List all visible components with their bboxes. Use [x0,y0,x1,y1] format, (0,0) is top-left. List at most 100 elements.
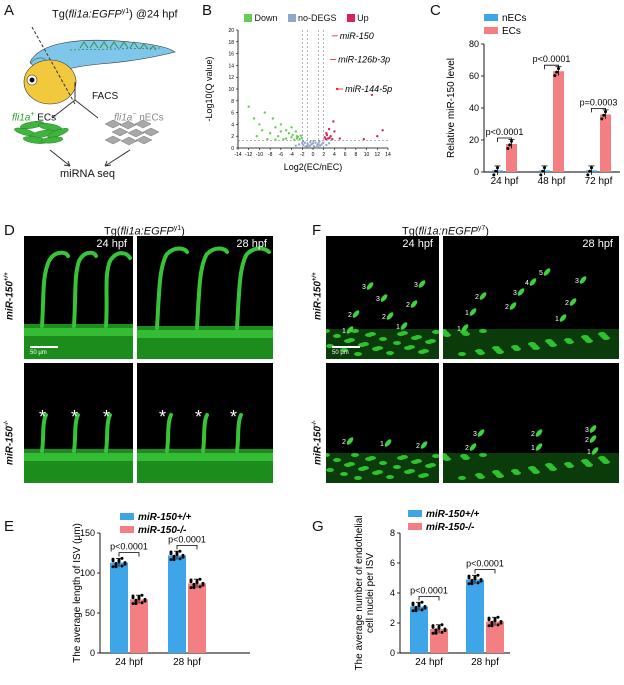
nucleus [477,351,485,355]
panel-f-title-gene: fli1a:nEGFP [418,225,478,238]
y-tick-label: 18 [228,40,234,46]
y-tick-label: 6 [390,558,395,568]
nucleus [365,333,373,337]
nucleus [372,347,380,351]
scale-label: 50 μm [332,350,349,356]
significance-bracket [544,64,559,70]
data-dot [417,604,421,608]
nucleus [535,429,543,437]
nucleus-number: 2 [531,431,535,438]
data-dot [553,74,557,78]
nucleus-number: 2 [416,443,420,450]
nucleus-number: 2 [382,314,386,321]
significance-bracket [176,545,198,550]
nucleus [477,475,485,479]
nucleus [425,340,433,344]
nucleus [469,308,477,316]
x-tick-label: 6 [344,152,347,158]
y-axis-label: The average length of ISV (μm) [72,523,83,663]
nucleus-number: 3 [585,427,589,434]
data-dot [178,557,182,561]
x-tick-label: 28 hpf [173,657,201,668]
nucleus [532,470,540,474]
data-dot [496,623,500,627]
data-dot [189,580,193,584]
data-point [381,129,384,132]
nucleus [462,332,470,336]
data-point [293,138,296,141]
time-label: 28 hpf [582,238,613,250]
data-point [252,117,256,120]
nucleus-number: 1 [380,441,384,448]
x-tick-label: -6 [279,152,284,158]
nucleus [479,453,487,457]
y-tick-label: 14 [228,63,234,69]
nucleus [372,471,380,475]
bar [188,583,206,653]
ecs-sup: + [30,111,35,118]
legend-label: ECs [502,26,521,37]
nucleus [529,278,537,286]
nucleus [411,336,419,340]
nucleus-number: 2 [465,445,469,452]
panel-d-row1-text: miR-150 [4,281,16,320]
nucleus-number: 2 [348,312,352,319]
data-point [329,135,332,138]
data-point [291,133,294,137]
necs-sup: − [132,111,137,118]
data-point [325,143,328,147]
legend-label: nECs [502,13,526,24]
nucleus [479,329,487,333]
data-dot [431,625,435,629]
data-dot [479,579,483,583]
nucleus [579,276,587,284]
x-tick-label: -10 [256,152,263,158]
data-dot [137,597,141,601]
data-point [327,127,331,131]
data-dot [494,169,498,173]
data-point [317,142,320,146]
panel-f-row2-label: miR-150-/- [312,420,323,465]
data-point [323,136,326,139]
significance-bracket [591,108,606,113]
data-dot [492,173,496,177]
nucleus [404,470,412,474]
data-dot [111,559,115,563]
data-point [285,137,288,140]
bar [410,606,428,653]
nucleus-number: 5 [539,270,543,277]
data-point [311,142,315,145]
data-dot [420,608,424,612]
data-point [274,126,277,129]
nucleus [462,456,470,460]
data-dot [189,586,193,590]
nucleus [333,334,341,338]
nucleus [418,474,426,478]
data-dot [169,552,173,556]
significance-bracket [118,552,140,557]
data-point [290,126,293,129]
panel-label-e: E [4,518,15,535]
micrograph-d-ko-24: * * * [24,363,133,483]
data-dot [476,573,480,577]
y-tick-label: 8 [390,528,395,538]
panel-label-c: C [430,2,441,19]
volcano-legend: Down no-DEGS Up [244,13,369,23]
data-point [304,145,307,149]
panel-f-title-post: ) [485,225,489,238]
y-tick-label: 0 [474,167,479,177]
data-point [331,137,334,141]
y-axis-label: -Log10(Q value) [204,56,214,121]
nucleus [326,329,330,333]
data-point [260,129,264,132]
legend-label: miR-150-/- [138,525,187,536]
data-dot [431,631,435,635]
bar [486,621,504,653]
data-point [314,141,317,144]
panel-d-title-sup: y1 [173,225,182,232]
time-label: 28 hpf [236,238,267,250]
data-dot [120,556,124,560]
asterisk-marker: * [230,407,238,427]
data-point [333,130,336,133]
nucleus [366,282,374,290]
